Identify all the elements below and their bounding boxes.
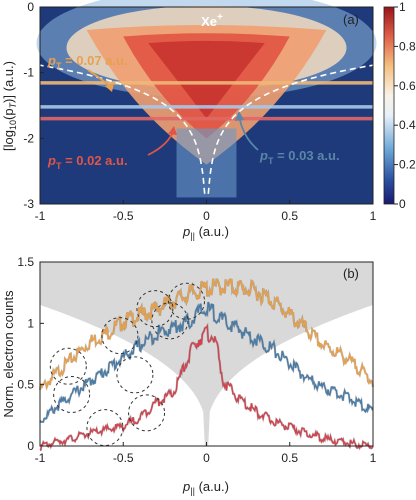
- line-xtick-label: 1: [370, 451, 377, 465]
- dashed-circle: [53, 375, 91, 413]
- colorbar-tick-label: 0.8: [399, 39, 416, 53]
- heatmap-xlabel: p|| (a.u.): [182, 224, 229, 241]
- line-plot-ticks: -1 -0.5 0 0.5 1 0 0.5 1 1.5: [17, 255, 376, 465]
- line-ylabel: Norm. electron counts: [1, 290, 16, 418]
- line-xtick-label: 0: [203, 451, 210, 465]
- heatmap-ytick-label: -2: [23, 131, 34, 145]
- colorbar: [383, 6, 395, 205]
- panel-a-label: (a): [343, 12, 359, 27]
- colorbar-tick-label: 1: [399, 0, 406, 14]
- grey-region: [40, 262, 373, 446]
- arrow-pt-002: [147, 133, 173, 156]
- annotation-pt-007: pT = 0.07 a.u.: [47, 53, 128, 71]
- line-xlabel: p|| (a.u.): [182, 479, 229, 496]
- dashed-boundary-right: [207, 64, 374, 194]
- heatmap-xtick-label: -1: [35, 209, 46, 223]
- dashed-boundary-left: [39, 64, 206, 194]
- line-series: [38, 278, 375, 452]
- series-line-0: [39, 278, 374, 391]
- heatmap-panel: -1 -0.5 0 0.5 1 0 -1 -2 -3 Xe+ (a) pT = 0.07 a.u…: [1, 0, 416, 241]
- arrow-pt-003: [239, 119, 259, 151]
- line-panel: -1 -0.5 0 0.5 1 0 0.5 1 1.5 (b) p|| (a.u.) Norm.…: [1, 255, 377, 496]
- dashed-circle: [151, 302, 189, 340]
- heatmap-ytick-label: 0: [27, 0, 34, 14]
- line-xtick-label: -0.5: [113, 451, 134, 465]
- panel-b-label: (b): [343, 266, 359, 281]
- heatmap-xtick-label: 0.5: [281, 209, 298, 223]
- line-ytick-label: 1.5: [17, 255, 34, 269]
- heatmap-xtick-label: -0.5: [113, 209, 134, 223]
- dashed-circle: [86, 409, 124, 447]
- dashed-circle: [101, 317, 139, 355]
- dashed-circle: [116, 356, 154, 394]
- heatmap-xtick-label: 0: [203, 209, 210, 223]
- heatmap-ticks: -1 -0.5 0 0.5 1 0 -1 -2 -3: [23, 0, 376, 223]
- line-ytick-label: 1: [27, 316, 34, 330]
- series-line-1: [39, 301, 374, 423]
- colorbar-ticks: 0 0.2 0.4 0.6 0.8 1: [394, 0, 416, 211]
- dashed-circles: [49, 282, 206, 447]
- heatmap-ytick-label: -3: [23, 197, 34, 211]
- cut-lines: [40, 81, 373, 121]
- arrow-pt-007: [87, 69, 111, 87]
- heatmap-ytick-label: -1: [23, 66, 34, 80]
- heatmap-ylabel: [log10(pT)] (a.u.): [1, 61, 18, 151]
- heatmap-intensity: [36, 0, 377, 198]
- colorbar-tick-label: 0.4: [399, 118, 416, 132]
- dashed-circle: [168, 282, 206, 320]
- line-xtick-label: -1: [35, 451, 46, 465]
- colorbar-tick-label: 0: [399, 197, 406, 211]
- heatmap-xtick-label: 1: [370, 209, 377, 223]
- dashed-circle: [136, 290, 174, 328]
- arrowhead-pt-002: [168, 126, 177, 135]
- heatmap-title: Xe+: [201, 12, 223, 29]
- colorbar-tick-label: 0.6: [399, 79, 416, 93]
- annotation-pt-003: pT = 0.03 a.u.: [259, 148, 340, 166]
- line-ytick-label: 0.5: [17, 378, 34, 392]
- line-ytick-label: 0: [27, 439, 34, 453]
- arrowhead-pt-007: [105, 83, 114, 92]
- heatmap-lower-streak: [176, 128, 237, 198]
- arrowhead-pt-003: [235, 111, 244, 121]
- dashed-circle: [49, 347, 87, 385]
- dashed-boundary: [39, 64, 374, 194]
- dashed-circle: [128, 394, 166, 432]
- line-xtick-label: 0.5: [281, 451, 298, 465]
- colorbar-tick-label: 0.2: [399, 158, 416, 172]
- annotation-pt-002: pT = 0.02 a.u.: [47, 153, 128, 171]
- heatmap-hotspot: [148, 40, 265, 119]
- series-line-2: [39, 323, 374, 451]
